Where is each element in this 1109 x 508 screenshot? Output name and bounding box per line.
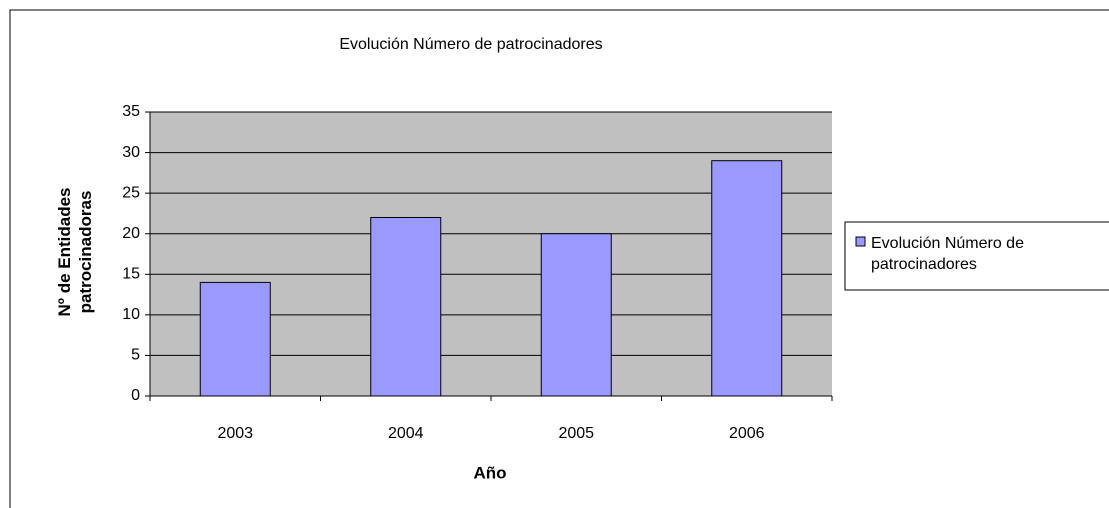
legend-box bbox=[844, 221, 1109, 291]
y-tick-label: 25 bbox=[122, 184, 140, 201]
legend-swatch bbox=[855, 236, 866, 247]
y-axis-label: Nº de Entidades patrocinadoras bbox=[55, 187, 95, 317]
bar bbox=[540, 233, 612, 397]
legend-label: Evolución Número de patrocinadores bbox=[871, 235, 1024, 273]
bar bbox=[199, 281, 271, 397]
bar bbox=[370, 216, 442, 397]
x-tick-label: 2006 bbox=[729, 425, 765, 442]
x-tick-label: 2003 bbox=[217, 425, 253, 442]
y-tick-label: 15 bbox=[122, 266, 140, 283]
x-tick-label: 2005 bbox=[558, 425, 594, 442]
y-tick-label: 10 bbox=[122, 306, 140, 323]
bar bbox=[711, 160, 783, 397]
y-tick-label: 20 bbox=[122, 225, 140, 242]
y-tick-label: 5 bbox=[131, 347, 140, 364]
y-tick-label: 0 bbox=[131, 387, 140, 404]
chart-title: Evolución Número de patrocinadores bbox=[339, 36, 602, 53]
x-tick-label: 2004 bbox=[388, 425, 424, 442]
y-tick-label: 35 bbox=[122, 103, 140, 120]
y-tick-label: 30 bbox=[122, 144, 140, 161]
x-axis-label: Año bbox=[473, 463, 506, 482]
